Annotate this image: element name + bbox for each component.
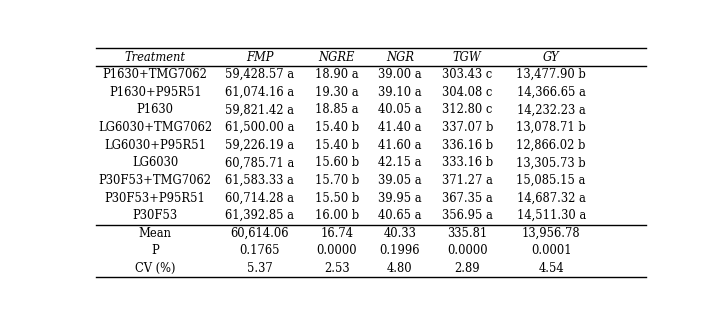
Text: 5.37: 5.37 bbox=[247, 262, 272, 275]
Text: 60,714.28 a: 60,714.28 a bbox=[225, 192, 294, 204]
Text: 39.95 a: 39.95 a bbox=[378, 192, 422, 204]
Text: LG6030+TMG7062: LG6030+TMG7062 bbox=[98, 121, 212, 134]
Text: FMP: FMP bbox=[246, 51, 274, 64]
Text: Treatment: Treatment bbox=[125, 51, 186, 64]
Text: 371.27 a: 371.27 a bbox=[442, 174, 493, 187]
Text: 41.40 a: 41.40 a bbox=[378, 121, 421, 134]
Text: 42.15 a: 42.15 a bbox=[378, 156, 421, 169]
Text: NGRE: NGRE bbox=[319, 51, 355, 64]
Text: 61,583.33 a: 61,583.33 a bbox=[225, 174, 294, 187]
Text: 61,500.00 a: 61,500.00 a bbox=[225, 121, 295, 134]
Text: P30F53+P95R51: P30F53+P95R51 bbox=[105, 192, 206, 204]
Text: 0.0000: 0.0000 bbox=[447, 244, 487, 258]
Text: P: P bbox=[151, 244, 159, 258]
Text: 59,428.57 a: 59,428.57 a bbox=[225, 68, 294, 81]
Text: 16.74: 16.74 bbox=[320, 227, 353, 240]
Text: 40.33: 40.33 bbox=[384, 227, 416, 240]
Text: 15,085.15 a: 15,085.15 a bbox=[516, 174, 586, 187]
Text: 60,785.71 a: 60,785.71 a bbox=[225, 156, 295, 169]
Text: 15.60 b: 15.60 b bbox=[315, 156, 359, 169]
Text: CV (%): CV (%) bbox=[135, 262, 175, 275]
Text: 333.16 b: 333.16 b bbox=[442, 156, 493, 169]
Text: 40.05 a: 40.05 a bbox=[378, 103, 422, 116]
Text: 59,821.42 a: 59,821.42 a bbox=[225, 103, 294, 116]
Text: 2.89: 2.89 bbox=[455, 262, 480, 275]
Text: 15.70 b: 15.70 b bbox=[314, 174, 359, 187]
Text: 4.80: 4.80 bbox=[387, 262, 413, 275]
Text: 335.81: 335.81 bbox=[447, 227, 487, 240]
Text: 18.85 a: 18.85 a bbox=[315, 103, 358, 116]
Text: 59,226.19 a: 59,226.19 a bbox=[225, 139, 294, 152]
Text: P1630+P95R51: P1630+P95R51 bbox=[109, 86, 201, 99]
Text: 61,074.16 a: 61,074.16 a bbox=[225, 86, 294, 99]
Text: GY: GY bbox=[543, 51, 560, 64]
Text: 16.00 b: 16.00 b bbox=[315, 209, 359, 222]
Text: 60,614.06: 60,614.06 bbox=[230, 227, 289, 240]
Text: NGR: NGR bbox=[386, 51, 414, 64]
Text: P1630: P1630 bbox=[137, 103, 174, 116]
Text: 15.40 b: 15.40 b bbox=[315, 121, 359, 134]
Text: 312.80 c: 312.80 c bbox=[442, 103, 492, 116]
Text: 337.07 b: 337.07 b bbox=[442, 121, 493, 134]
Text: 367.35 a: 367.35 a bbox=[442, 192, 492, 204]
Text: 356.95 a: 356.95 a bbox=[442, 209, 493, 222]
Text: TGW: TGW bbox=[453, 51, 481, 64]
Text: 2.53: 2.53 bbox=[324, 262, 350, 275]
Text: 13,078.71 b: 13,078.71 b bbox=[516, 121, 586, 134]
Text: 14,232.23 a: 14,232.23 a bbox=[517, 103, 586, 116]
Text: Mean: Mean bbox=[139, 227, 172, 240]
Text: 39.05 a: 39.05 a bbox=[378, 174, 422, 187]
Text: P30F53: P30F53 bbox=[132, 209, 178, 222]
Text: 15.40 b: 15.40 b bbox=[315, 139, 359, 152]
Text: 40.65 a: 40.65 a bbox=[378, 209, 421, 222]
Text: 13,477.90 b: 13,477.90 b bbox=[516, 68, 586, 81]
Text: 41.60 a: 41.60 a bbox=[378, 139, 421, 152]
Text: 39.00 a: 39.00 a bbox=[378, 68, 422, 81]
Text: 19.30 a: 19.30 a bbox=[315, 86, 358, 99]
Text: 0.1996: 0.1996 bbox=[379, 244, 420, 258]
Text: 0.1765: 0.1765 bbox=[240, 244, 280, 258]
Text: 336.16 b: 336.16 b bbox=[442, 139, 493, 152]
Text: 14,511.30 a: 14,511.30 a bbox=[516, 209, 586, 222]
Text: P1630+TMG7062: P1630+TMG7062 bbox=[103, 68, 208, 81]
Text: 15.50 b: 15.50 b bbox=[314, 192, 359, 204]
Text: 303.43 c: 303.43 c bbox=[442, 68, 492, 81]
Text: 0.0001: 0.0001 bbox=[531, 244, 571, 258]
Text: LG6030+P95R51: LG6030+P95R51 bbox=[104, 139, 206, 152]
Text: 4.54: 4.54 bbox=[539, 262, 564, 275]
Text: 13,305.73 b: 13,305.73 b bbox=[516, 156, 586, 169]
Text: 61,392.85 a: 61,392.85 a bbox=[225, 209, 294, 222]
Text: 14,366.65 a: 14,366.65 a bbox=[517, 86, 586, 99]
Text: 18.90 a: 18.90 a bbox=[315, 68, 358, 81]
Text: 12,866.02 b: 12,866.02 b bbox=[516, 139, 586, 152]
Text: 13,956.78: 13,956.78 bbox=[522, 227, 581, 240]
Text: 14,687.32 a: 14,687.32 a bbox=[517, 192, 586, 204]
Text: P30F53+TMG7062: P30F53+TMG7062 bbox=[98, 174, 211, 187]
Text: 0.0000: 0.0000 bbox=[316, 244, 357, 258]
Text: 39.10 a: 39.10 a bbox=[378, 86, 422, 99]
Text: 304.08 c: 304.08 c bbox=[442, 86, 492, 99]
Text: LG6030: LG6030 bbox=[132, 156, 178, 169]
